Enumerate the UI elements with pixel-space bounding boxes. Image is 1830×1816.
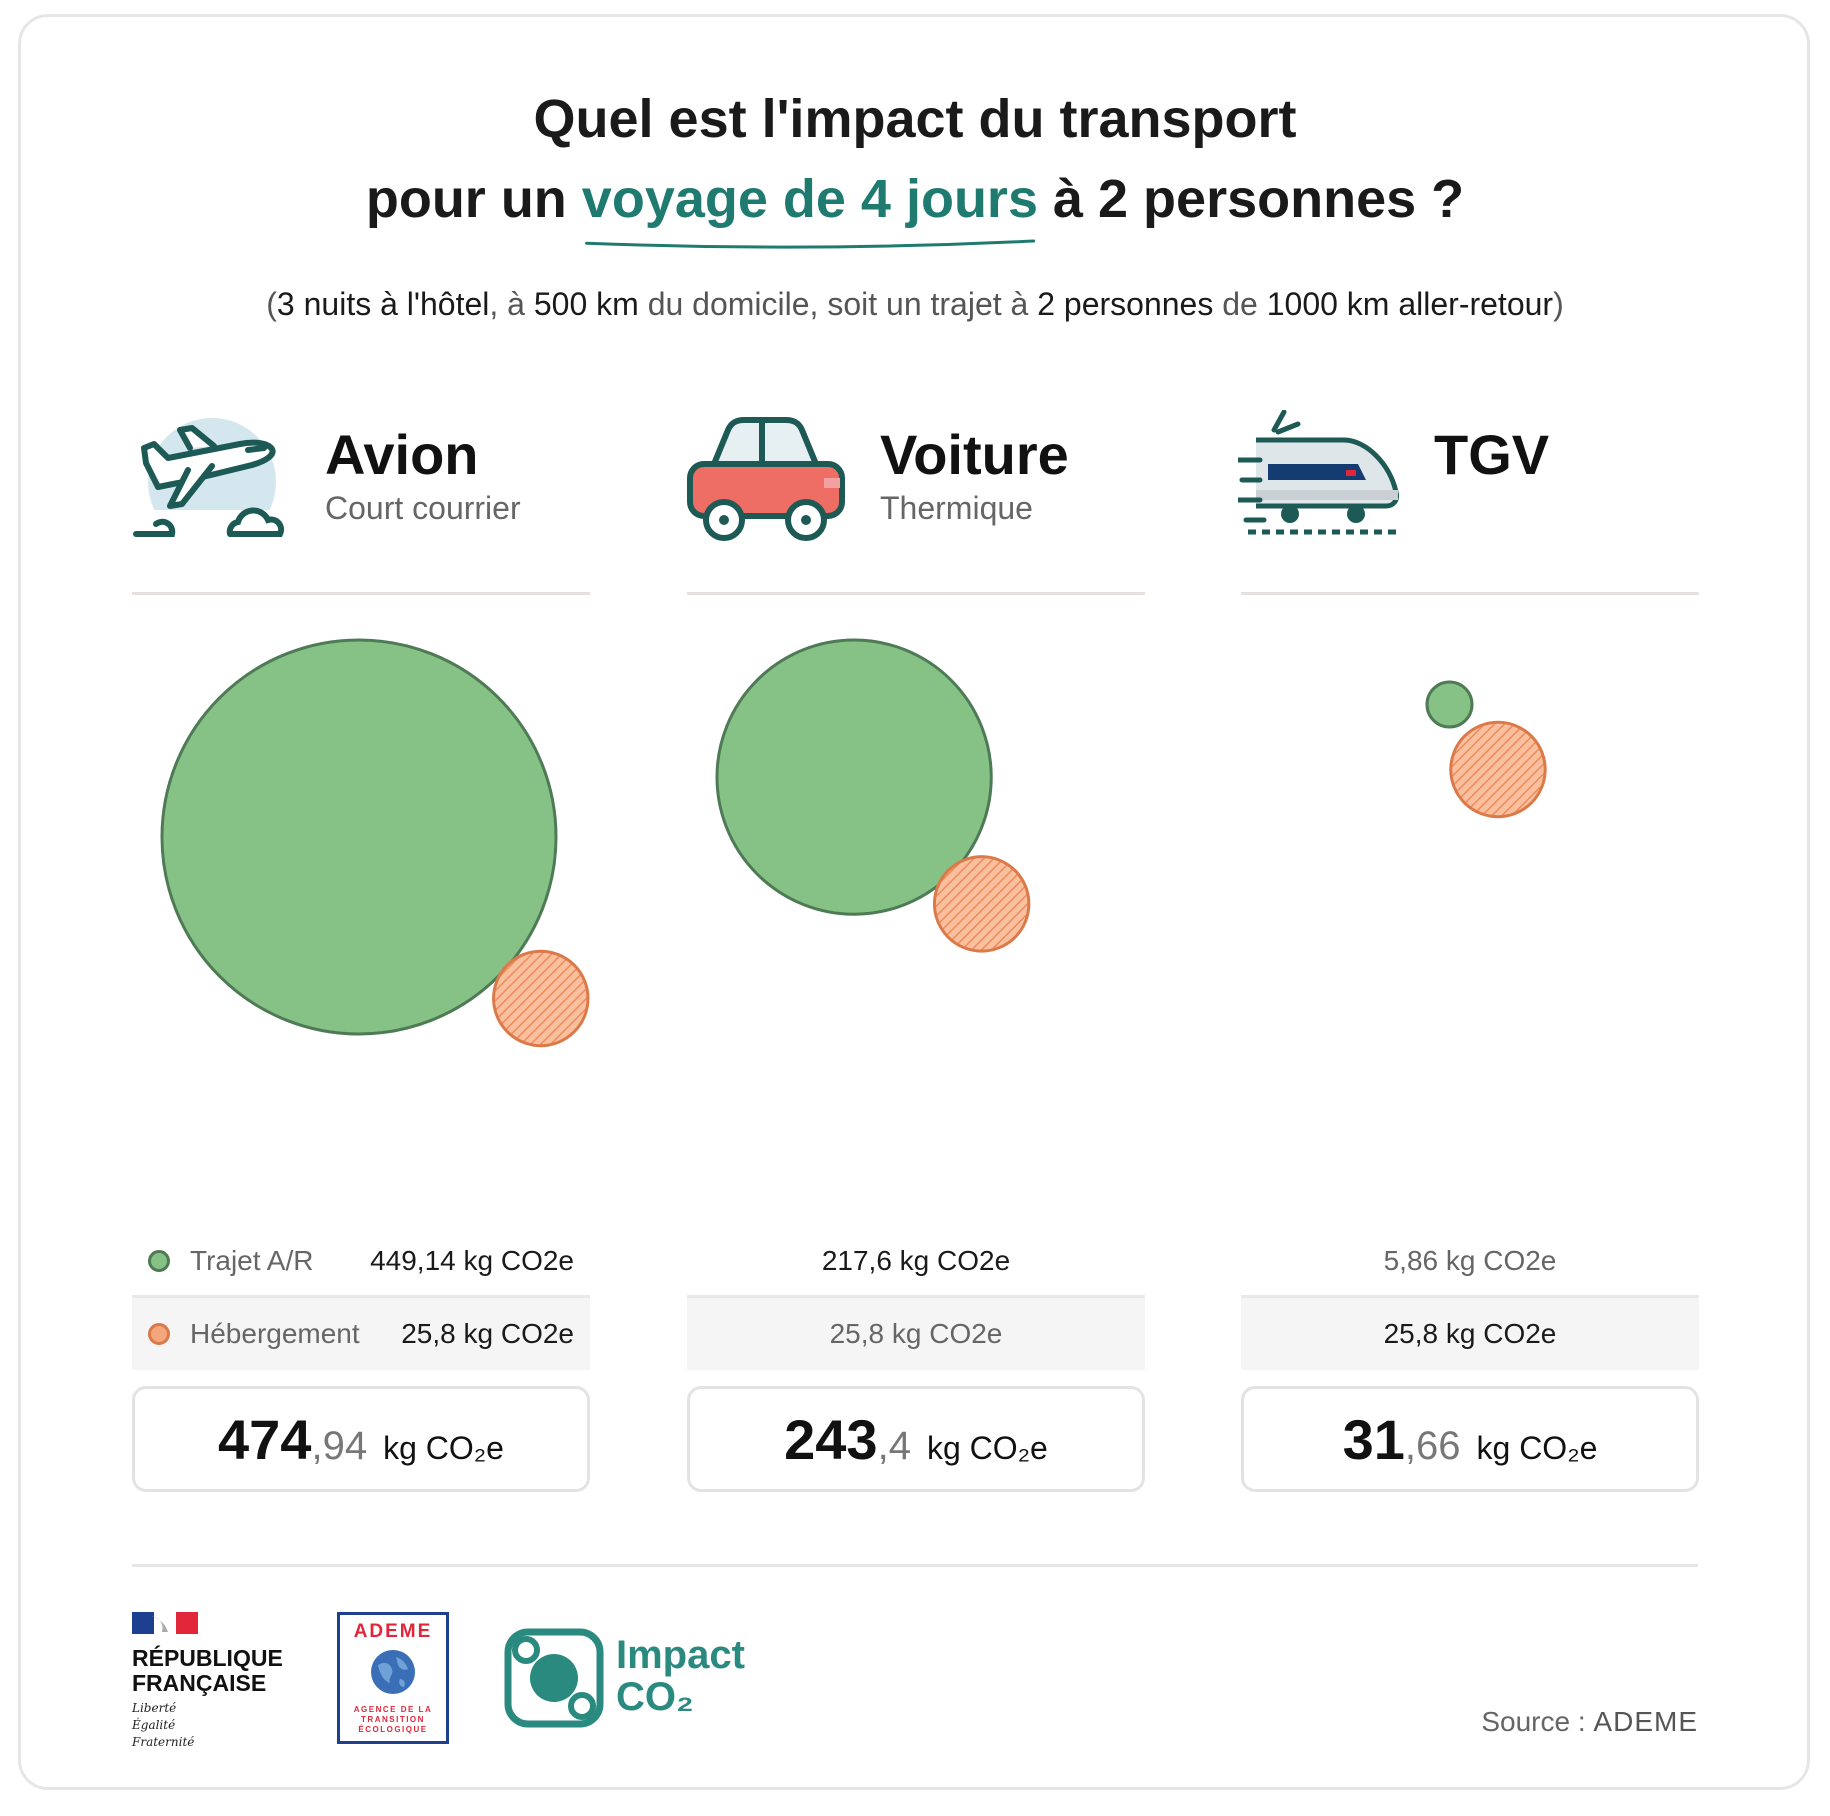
trajet-value-avion: 449,14 kg CO2e	[370, 1244, 574, 1276]
footer-divider	[132, 1564, 1698, 1567]
trajet-value-voiture: 217,6 kg CO2e	[821, 1244, 1011, 1276]
divider-tgv	[1241, 592, 1699, 595]
ademe-logo: ADEME AGENCE DE LA TRANSITION ÉCOLOGIQUE	[337, 1612, 449, 1744]
total-int-tgv: 31	[1342, 1408, 1405, 1471]
hebergement-value-tgv: 25,8 kg CO2e	[1383, 1318, 1557, 1349]
total-box-voiture: 243,4 kg CO₂e	[687, 1386, 1145, 1492]
subtitle: (3 nuits à l'hôtel, à 500 km du domicile…	[266, 286, 1564, 322]
total-box-avion: 474,94 kg CO₂e	[132, 1386, 590, 1492]
hebergement-bubble-avion	[492, 949, 590, 1048]
train-icon	[1238, 410, 1399, 535]
mode-sub-voiture: Thermique	[880, 490, 1033, 526]
hebergement-legend-label: Hébergement	[190, 1318, 360, 1349]
republique-motto: Liberté Égalité Fraternité	[132, 1701, 195, 1749]
title-post: à 2 personnes ?	[1037, 169, 1465, 229]
highlight-underline	[582, 230, 1038, 252]
title-line-2: pour un voyage de 4 jours à 2 personnes …	[0, 168, 1830, 230]
divider-voiture	[687, 592, 1145, 595]
hebergement-value-voiture: 25,8 kg CO2e	[829, 1318, 1003, 1349]
hebergement-value-avion: 25,8 kg CO2e	[401, 1318, 574, 1349]
trajet-value-tgv: 5,86 kg CO2e	[1383, 1244, 1557, 1276]
airplane-icon	[130, 418, 296, 550]
hebergement-row-avion: Hébergement 25,8 kg CO2e	[132, 1298, 590, 1370]
trajet-bubble-voiture	[715, 638, 993, 916]
title-highlight: voyage de 4 jours	[581, 168, 1038, 230]
republique-francaise-label: RÉPUBLIQUE FRANÇAISE	[132, 1645, 283, 1696]
total-unit-tgv: kg CO₂e	[1476, 1430, 1598, 1466]
total-unit-voiture: kg CO₂e	[926, 1430, 1048, 1466]
trajet-bubble-tgv	[1425, 680, 1474, 729]
trajet-row-avion: Trajet A/R 449,14 kg CO2e	[132, 1226, 590, 1298]
total-dec-avion: ,94	[311, 1424, 368, 1468]
total-dec-tgv: ,66	[1404, 1424, 1461, 1468]
mode-name-voiture: Voiture	[880, 423, 1069, 486]
title-highlight-text: voyage de 4 jours	[581, 169, 1038, 229]
car-icon	[687, 417, 845, 541]
marianne-logo	[132, 1612, 198, 1634]
hebergement-bubble-voiture	[932, 855, 1031, 953]
hebergement-legend-dot	[148, 1323, 170, 1345]
source-credit: Source : ADEME	[1481, 1706, 1698, 1737]
mode-name-avion: Avion	[325, 423, 479, 486]
title-line-1: Quel est l'impact du transport	[533, 89, 1297, 149]
hebergement-row-voiture: 25,8 kg CO2e	[687, 1298, 1145, 1370]
ademe-tagline: AGENCE DE LA TRANSITION ÉCOLOGIQUE	[353, 1705, 433, 1734]
mode-sub-avion: Court courrier	[325, 490, 521, 526]
trajet-legend-label: Trajet A/R	[190, 1244, 314, 1276]
total-int-voiture: 243	[784, 1408, 878, 1471]
trajet-row-voiture: 217,6 kg CO2e	[687, 1226, 1145, 1298]
trajet-bubble-avion	[160, 638, 558, 1036]
mode-name-tgv: TGV	[1434, 423, 1550, 486]
trajet-legend-dot	[148, 1249, 170, 1272]
ademe-wordmark: ADEME	[353, 1621, 433, 1642]
hebergement-bubble-tgv	[1449, 720, 1547, 819]
total-dec-voiture: ,4	[877, 1424, 911, 1468]
globe-icon	[371, 1650, 415, 1694]
impact-co2-wordmark: Impact CO₂	[616, 1633, 745, 1719]
hebergement-row-tgv: 25,8 kg CO2e	[1241, 1298, 1699, 1370]
impact-co2-logo	[504, 1628, 604, 1728]
trajet-row-tgv: 5,86 kg CO2e	[1241, 1226, 1699, 1298]
title-pre: pour un	[365, 169, 582, 229]
total-box-tgv: 31,66 kg CO₂e	[1241, 1386, 1699, 1492]
total-int-avion: 474	[218, 1408, 312, 1471]
total-unit-avion: kg CO₂e	[383, 1430, 504, 1466]
divider-avion	[132, 592, 590, 595]
